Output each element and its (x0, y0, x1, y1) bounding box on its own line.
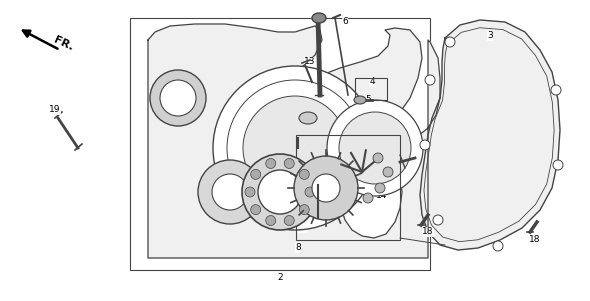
Text: 14: 14 (376, 191, 388, 200)
Text: 15: 15 (376, 173, 388, 182)
Circle shape (420, 140, 430, 150)
Text: 2: 2 (277, 274, 283, 283)
Circle shape (245, 187, 255, 197)
Circle shape (299, 205, 309, 215)
Circle shape (213, 66, 377, 230)
Polygon shape (148, 24, 440, 258)
Ellipse shape (299, 112, 317, 124)
Circle shape (305, 187, 315, 197)
Circle shape (284, 216, 294, 225)
Circle shape (445, 37, 455, 47)
Text: 9: 9 (375, 150, 381, 160)
Circle shape (242, 154, 318, 230)
Circle shape (339, 112, 411, 184)
Circle shape (243, 96, 347, 200)
Circle shape (284, 158, 294, 169)
Circle shape (266, 158, 276, 169)
Circle shape (266, 216, 276, 225)
Text: 17: 17 (292, 134, 304, 142)
Text: 21: 21 (222, 207, 234, 216)
Circle shape (212, 174, 248, 210)
Ellipse shape (312, 13, 326, 23)
Text: 20: 20 (269, 207, 281, 216)
Text: FR.: FR. (52, 35, 75, 53)
Circle shape (551, 85, 561, 95)
Circle shape (425, 75, 435, 85)
Text: 16: 16 (169, 104, 181, 113)
Circle shape (299, 169, 309, 179)
Text: 9: 9 (359, 173, 365, 182)
Circle shape (294, 156, 358, 220)
Bar (130, 18, 430, 270)
Circle shape (375, 183, 385, 193)
Text: 11: 11 (324, 135, 336, 144)
Ellipse shape (354, 96, 366, 104)
Circle shape (363, 193, 373, 203)
Text: 9: 9 (345, 196, 351, 204)
Text: 4: 4 (369, 77, 375, 86)
Bar (355, 78, 387, 100)
Text: 6: 6 (342, 17, 348, 26)
Circle shape (383, 167, 393, 177)
Circle shape (312, 174, 340, 202)
Circle shape (433, 215, 443, 225)
Text: 12: 12 (392, 157, 404, 166)
Text: 18: 18 (529, 235, 541, 244)
Bar (296, 135, 400, 240)
Text: 13: 13 (304, 57, 316, 67)
Circle shape (553, 160, 563, 170)
Text: 11: 11 (296, 224, 308, 232)
Text: 8: 8 (295, 244, 301, 253)
Text: 7: 7 (307, 113, 313, 123)
Circle shape (251, 169, 261, 179)
Text: 5: 5 (365, 95, 371, 104)
Text: 10: 10 (312, 200, 324, 209)
Circle shape (251, 205, 261, 215)
Circle shape (258, 170, 302, 214)
Text: 3: 3 (487, 32, 493, 41)
Text: 11: 11 (352, 135, 364, 144)
Polygon shape (420, 20, 560, 250)
Circle shape (373, 153, 383, 163)
Circle shape (160, 80, 196, 116)
Circle shape (150, 70, 206, 126)
Circle shape (327, 100, 423, 196)
Circle shape (198, 160, 262, 224)
Text: 18: 18 (422, 228, 434, 237)
Text: 19: 19 (49, 105, 61, 114)
Circle shape (493, 241, 503, 251)
